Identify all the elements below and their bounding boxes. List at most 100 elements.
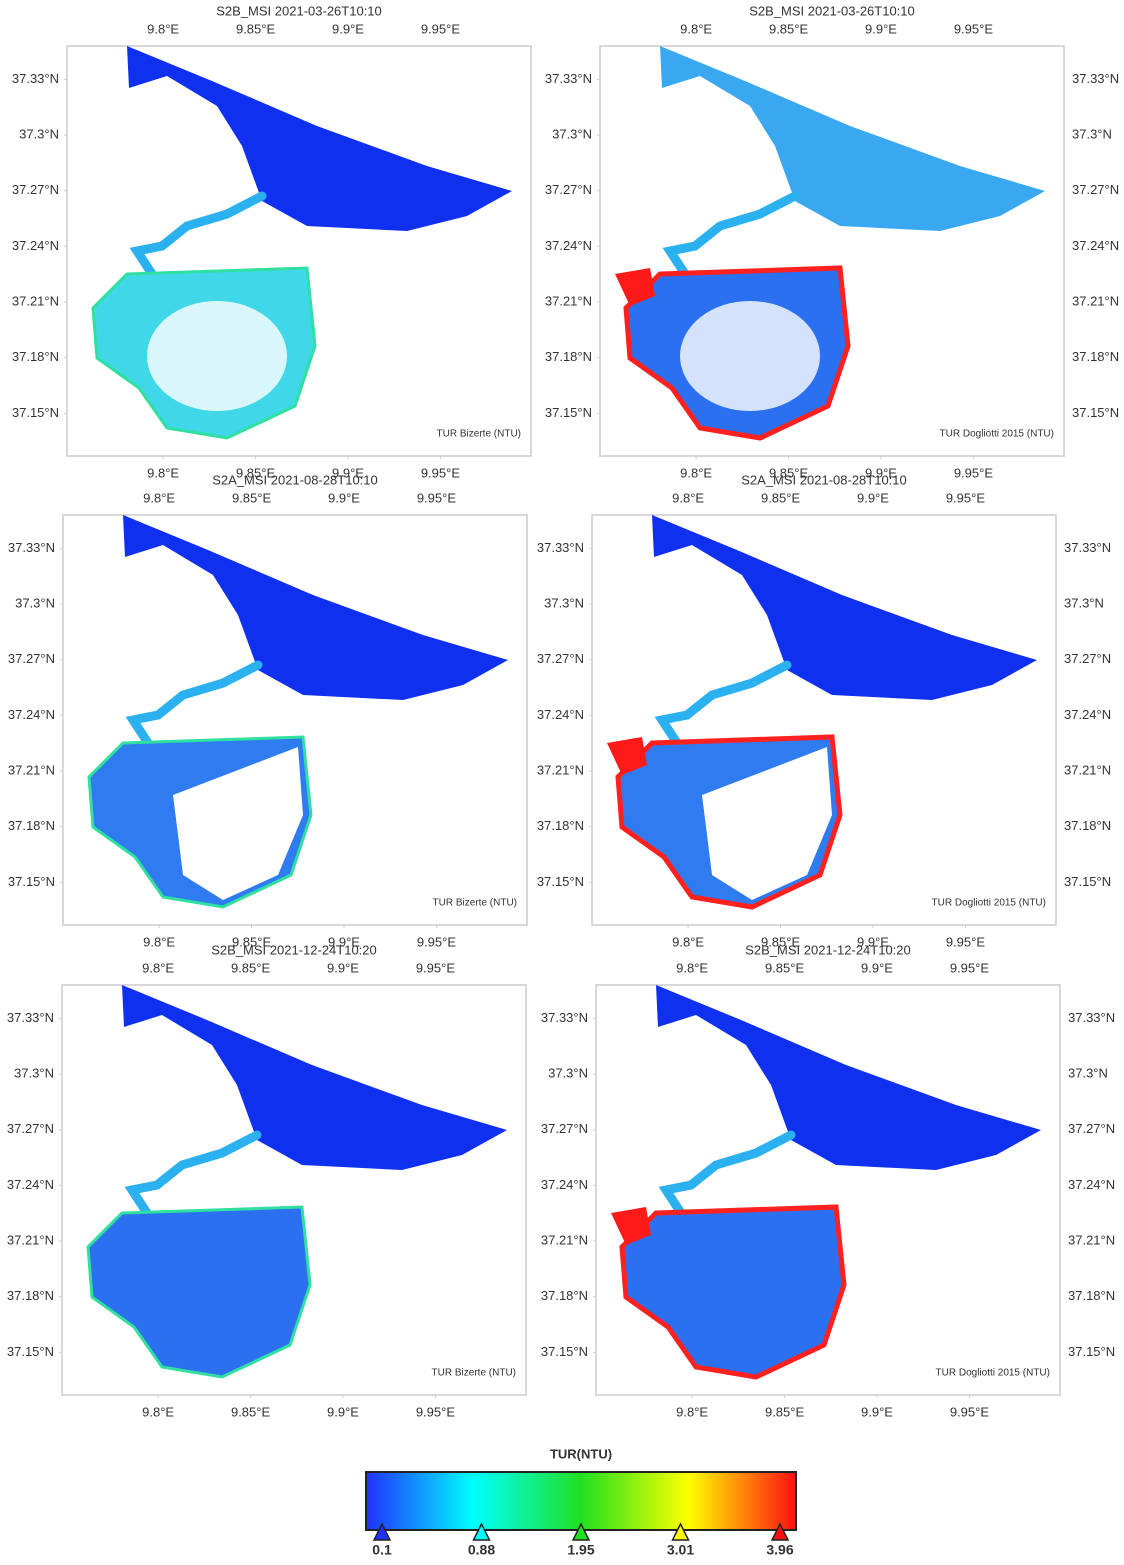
lat-tick-label: 37.18°N: [7, 1288, 54, 1303]
lon-tick-label: 9.95°E: [416, 960, 456, 975]
lat-tick-label: 37.15°N: [1068, 1344, 1115, 1359]
lat-tick-label: 37.27°N: [8, 651, 55, 666]
product-label: TUR Bizerte (NTU): [437, 429, 521, 440]
lat-tick-label: 37.24°N: [8, 707, 55, 722]
lon-tick-label: 9.9°E: [327, 960, 359, 975]
colorbar-marker: [671, 1522, 690, 1541]
lake-water: [86, 1205, 312, 1379]
product-label: TUR Bizerte (NTU): [433, 898, 517, 909]
colorbar-tick-label: 0.1: [372, 1542, 392, 1558]
channel-water: [654, 660, 792, 748]
lon-tick-label: 9.85°E: [236, 21, 276, 36]
lat-tick-label: 37.24°N: [1072, 238, 1119, 253]
lon-tick-label: 9.8°E: [147, 465, 179, 480]
lon-tick-label: 9.9°E: [328, 490, 360, 505]
panel-title: S2B_MSI 2021-12-24T10:20: [745, 942, 911, 957]
lat-tick-label: 37.3°N: [14, 1065, 54, 1080]
lon-tick-label: 9.85°E: [236, 465, 276, 480]
lat-tick-label: 37.18°N: [12, 349, 59, 364]
lagoon-water: [660, 46, 1045, 231]
lat-tick-label: 37.3°N: [548, 1065, 588, 1080]
lat-tick-label: 37.24°N: [541, 1177, 588, 1192]
lon-tick-label: 9.85°E: [232, 934, 272, 949]
lon-tick-label: 9.85°E: [769, 465, 809, 480]
lat-tick-label: 37.33°N: [541, 1010, 588, 1025]
lon-tick-label: 9.9°E: [857, 490, 889, 505]
colorbar-marker: [372, 1522, 392, 1541]
lon-tick-label: 9.85°E: [232, 490, 272, 505]
lat-tick-label: 37.21°N: [12, 293, 59, 308]
lon-tick-label: 9.95°E: [950, 1404, 990, 1419]
lat-tick-label: 37.33°N: [1064, 540, 1111, 555]
channel-water: [658, 1130, 796, 1218]
lon-tick-label: 9.8°E: [680, 21, 712, 36]
lat-tick-label: 37.21°N: [1064, 762, 1111, 777]
lat-tick-label: 37.3°N: [1064, 595, 1104, 610]
cloud-gap: [680, 301, 820, 411]
lon-tick-label: 9.85°E: [761, 934, 801, 949]
lagoon-water: [656, 985, 1041, 1170]
lat-tick-label: 37.33°N: [7, 1010, 54, 1025]
lat-tick-label: 37.3°N: [15, 595, 55, 610]
colorbar-tick-label: 0.88: [468, 1542, 495, 1558]
lon-tick-label: 9.95°E: [416, 1404, 456, 1419]
lon-tick-label: 9.9°E: [861, 1404, 893, 1419]
lat-tick-label: 37.33°N: [537, 540, 584, 555]
lat-tick-label: 37.3°N: [1068, 1065, 1108, 1080]
lon-tick-label: 9.8°E: [680, 465, 712, 480]
lat-tick-label: 37.27°N: [1064, 651, 1111, 666]
lon-tick-label: 9.95°E: [946, 490, 986, 505]
panel-title: S2B_MSI 2021-03-26T10:10: [749, 3, 915, 18]
product-label: TUR Dogliotti 2015 (NTU): [940, 429, 1054, 440]
lat-tick-label: 37.24°N: [545, 238, 592, 253]
lon-tick-label: 9.85°E: [765, 960, 805, 975]
lat-tick-label: 37.24°N: [7, 1177, 54, 1192]
lat-tick-label: 37.15°N: [12, 405, 59, 420]
lat-tick-label: 37.33°N: [545, 71, 592, 86]
lat-tick-label: 37.3°N: [1072, 126, 1112, 141]
lat-tick-label: 37.15°N: [8, 874, 55, 889]
lon-tick-label: 9.8°E: [672, 490, 704, 505]
lon-tick-label: 9.9°E: [332, 21, 364, 36]
lat-tick-label: 37.24°N: [1064, 707, 1111, 722]
lon-tick-label: 9.85°E: [765, 1404, 805, 1419]
lon-tick-label: 9.9°E: [857, 934, 889, 949]
lon-tick-label: 9.95°E: [954, 465, 994, 480]
lat-tick-label: 37.24°N: [537, 707, 584, 722]
high-turbidity: [607, 737, 647, 775]
lat-tick-label: 37.3°N: [544, 595, 584, 610]
lat-tick-label: 37.21°N: [537, 762, 584, 777]
lon-tick-label: 9.95°E: [950, 960, 990, 975]
lat-tick-label: 37.24°N: [12, 238, 59, 253]
channel-water: [662, 191, 800, 279]
lon-tick-label: 9.95°E: [954, 21, 994, 36]
lat-tick-label: 37.21°N: [1068, 1232, 1115, 1247]
lat-tick-label: 37.33°N: [1072, 71, 1119, 86]
lat-tick-label: 37.21°N: [8, 762, 55, 777]
colorbar-tick-label: 1.95: [567, 1542, 594, 1558]
lat-tick-label: 37.18°N: [545, 349, 592, 364]
lat-tick-label: 37.27°N: [7, 1121, 54, 1136]
lat-tick-label: 37.21°N: [7, 1232, 54, 1247]
panel-title: S2A_MSI 2021-08-28T10:10: [212, 472, 378, 487]
lat-tick-label: 37.21°N: [541, 1232, 588, 1247]
lon-tick-label: 9.85°E: [231, 960, 271, 975]
lat-tick-label: 37.15°N: [541, 1344, 588, 1359]
panel-title: S2A_MSI 2021-08-28T10:10: [741, 472, 907, 487]
lagoon-water: [652, 515, 1037, 700]
high-turbidity: [611, 1207, 651, 1245]
lon-tick-label: 9.85°E: [769, 21, 809, 36]
lon-tick-label: 9.9°E: [865, 465, 897, 480]
lon-tick-label: 9.8°E: [676, 1404, 708, 1419]
lat-tick-label: 37.18°N: [1072, 349, 1119, 364]
map-panel: S2B_MSI 2021-03-26T10:10 TUR Dogliotti 20…: [545, 3, 1119, 480]
map-panel: S2B_MSI 2021-12-24T10:20 TUR Bizerte (NTU…: [7, 942, 527, 1419]
colorbar-title: TUR(NTU): [550, 1446, 612, 1461]
lon-tick-label: 9.8°E: [672, 934, 704, 949]
lat-tick-label: 37.15°N: [537, 874, 584, 889]
lon-tick-label: 9.8°E: [143, 934, 175, 949]
lon-tick-label: 9.9°E: [328, 934, 360, 949]
lon-tick-label: 9.8°E: [143, 490, 175, 505]
lon-tick-label: 9.95°E: [417, 934, 457, 949]
